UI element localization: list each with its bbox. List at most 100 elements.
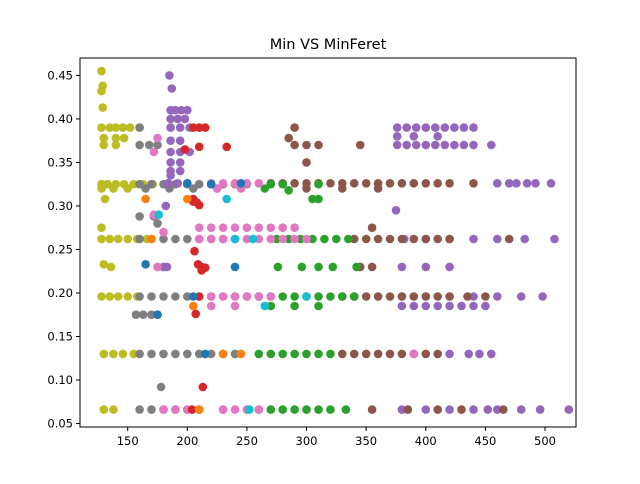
data-point: [273, 262, 283, 272]
plot-area-frame: [79, 57, 577, 428]
data-point: [147, 234, 156, 244]
data-point: [97, 86, 106, 96]
data-point: [469, 292, 478, 301]
data-point: [106, 262, 116, 272]
data-point: [254, 349, 264, 359]
data-point: [163, 179, 173, 188]
axes-layer: 150 200 250 300 350 400 450 500 0.05 0.10 0.15 0.20…: [47, 68, 556, 448]
data-point: [361, 179, 371, 188]
data-point: [522, 179, 532, 188]
data-point: [230, 262, 240, 272]
data-point: [194, 349, 204, 359]
data-point: [314, 179, 323, 189]
data-point: [236, 179, 246, 188]
data-point: [397, 292, 407, 301]
x-tick-label: 500: [534, 434, 556, 448]
data-point: [147, 310, 156, 320]
data-point: [385, 179, 395, 188]
data-point: [450, 123, 459, 132]
data-point: [189, 292, 198, 301]
data-point: [290, 179, 299, 188]
y-tick-label: 0.05: [47, 417, 73, 431]
data-point: [421, 234, 431, 244]
data-point: [385, 292, 395, 301]
data-point: [504, 179, 514, 188]
data-point: [111, 133, 121, 143]
data-point: [138, 310, 148, 320]
data-point: [266, 405, 276, 414]
data-point: [504, 234, 514, 244]
data-point: [254, 405, 264, 414]
chart-title: Min VS MinFeret: [270, 37, 387, 53]
data-point: [147, 179, 156, 189]
data-point: [493, 292, 502, 301]
data-point: [421, 179, 431, 188]
data-point: [433, 405, 443, 414]
data-point: [326, 405, 335, 414]
data-point: [141, 260, 150, 269]
data-point: [402, 140, 412, 150]
data-point: [113, 234, 123, 244]
data-point: [166, 123, 175, 132]
data-point: [97, 223, 106, 232]
data-point: [464, 349, 474, 359]
data-point: [487, 140, 496, 150]
data-point: [147, 349, 156, 359]
data-point: [391, 206, 401, 215]
data-point: [397, 179, 407, 188]
data-point: [392, 132, 402, 141]
data-point: [550, 234, 559, 244]
data-point: [183, 105, 192, 115]
data-point: [206, 223, 216, 232]
x-tick-label: 350: [355, 434, 377, 448]
data-point: [144, 140, 154, 150]
data-point: [302, 184, 311, 193]
data-point: [355, 140, 365, 150]
data-point: [341, 405, 351, 414]
data-point: [409, 349, 419, 359]
data-point: [154, 210, 163, 219]
data-point: [266, 179, 276, 189]
data-point: [421, 349, 431, 359]
data-point: [97, 184, 106, 193]
data-point: [284, 133, 294, 143]
data-point: [402, 123, 412, 132]
data-point: [135, 349, 144, 359]
data-point: [194, 292, 204, 301]
data-point: [352, 262, 361, 272]
data-point: [171, 234, 180, 244]
data-point: [103, 179, 112, 189]
data-point: [373, 184, 383, 193]
data-point: [218, 179, 228, 188]
data-point: [113, 292, 123, 301]
y-tick-label: 0.20: [47, 286, 73, 300]
data-point: [189, 301, 198, 311]
data-point: [483, 405, 493, 414]
data-point: [290, 234, 299, 244]
data-point: [320, 234, 329, 244]
data-point: [194, 223, 204, 232]
data-point: [129, 349, 138, 359]
data-point: [290, 123, 299, 132]
data-point: [123, 292, 132, 301]
y-tick-label: 0.10: [47, 373, 73, 387]
data-point: [111, 123, 121, 132]
data-point: [206, 301, 216, 311]
data-point: [242, 234, 252, 244]
data-point: [392, 140, 402, 150]
y-tick-label: 0.45: [47, 68, 73, 82]
data-point: [302, 140, 311, 150]
data-point: [349, 292, 359, 301]
data-point: [397, 262, 407, 272]
x-tick-label: 150: [117, 434, 139, 448]
data-point: [218, 234, 228, 244]
y-tick-label: 0.40: [47, 112, 73, 126]
data-point: [421, 292, 431, 301]
data-point: [167, 84, 177, 93]
data-point: [314, 349, 323, 359]
data-point: [535, 405, 545, 414]
data-point: [385, 234, 395, 244]
data-point: [159, 234, 168, 244]
data-point: [516, 405, 526, 414]
data-point: [135, 292, 144, 301]
